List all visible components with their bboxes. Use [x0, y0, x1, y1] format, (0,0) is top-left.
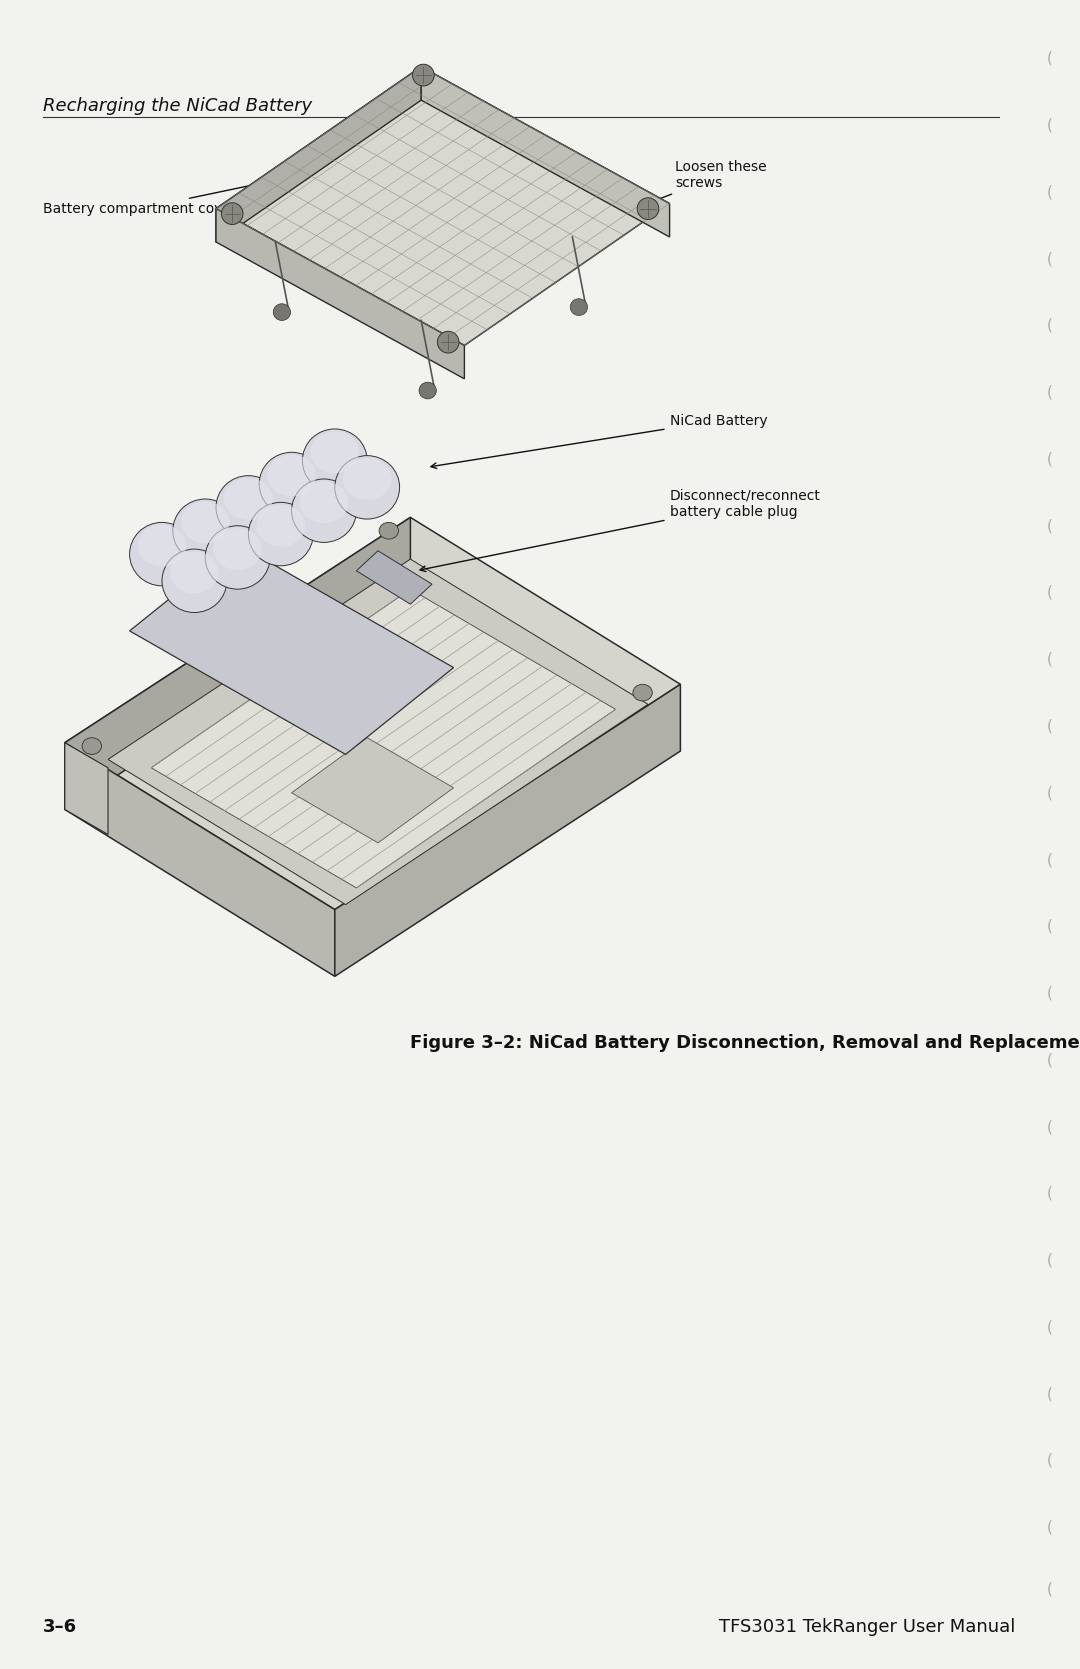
Polygon shape [292, 738, 454, 843]
Text: (: ( [1047, 185, 1053, 199]
Text: (: ( [1047, 319, 1053, 332]
Polygon shape [65, 743, 335, 976]
Ellipse shape [205, 526, 270, 589]
Ellipse shape [637, 197, 659, 220]
Text: (: ( [1047, 52, 1053, 65]
Ellipse shape [216, 476, 281, 539]
Ellipse shape [413, 63, 434, 87]
Text: (: ( [1047, 1120, 1053, 1133]
Text: Loosen these
screws: Loosen these screws [647, 160, 767, 204]
Polygon shape [421, 67, 670, 237]
Ellipse shape [300, 482, 348, 524]
Ellipse shape [213, 529, 261, 571]
Ellipse shape [248, 502, 313, 566]
Text: (: ( [1047, 1053, 1053, 1066]
Ellipse shape [268, 456, 316, 497]
Text: (: ( [1047, 1582, 1053, 1596]
Ellipse shape [130, 522, 194, 586]
Ellipse shape [173, 499, 238, 562]
Ellipse shape [570, 299, 588, 315]
Polygon shape [130, 544, 454, 754]
Text: (: ( [1047, 1320, 1053, 1334]
Ellipse shape [257, 504, 306, 546]
Text: Disconnect/reconnect
battery cable plug: Disconnect/reconnect battery cable plug [420, 489, 821, 571]
Ellipse shape [225, 477, 272, 521]
Text: 3–6: 3–6 [43, 1617, 78, 1636]
Text: (: ( [1047, 986, 1053, 1000]
Text: (: ( [1047, 586, 1053, 599]
Text: TFS3031 TekRanger User Manual: TFS3031 TekRanger User Manual [719, 1617, 1015, 1636]
Polygon shape [335, 684, 680, 976]
Polygon shape [151, 589, 616, 888]
Text: NiCad Battery: NiCad Battery [431, 414, 767, 469]
Ellipse shape [82, 738, 102, 754]
Ellipse shape [311, 432, 359, 474]
Polygon shape [216, 67, 670, 345]
Text: (: ( [1047, 920, 1053, 933]
Ellipse shape [437, 330, 459, 354]
Text: (: ( [1047, 653, 1053, 666]
Ellipse shape [138, 524, 187, 566]
Ellipse shape [343, 459, 392, 501]
Text: (: ( [1047, 853, 1053, 866]
Ellipse shape [379, 522, 399, 539]
Polygon shape [216, 209, 464, 379]
Text: (: ( [1047, 118, 1053, 132]
Ellipse shape [335, 456, 400, 519]
Ellipse shape [633, 684, 652, 701]
Ellipse shape [162, 549, 227, 613]
Ellipse shape [171, 551, 218, 594]
Ellipse shape [259, 452, 324, 516]
Ellipse shape [221, 204, 243, 225]
Text: (: ( [1047, 452, 1053, 466]
Text: (: ( [1047, 1253, 1053, 1267]
Text: (: ( [1047, 252, 1053, 265]
Text: (: ( [1047, 1187, 1053, 1200]
Polygon shape [108, 559, 648, 905]
Ellipse shape [273, 304, 291, 320]
Polygon shape [216, 67, 421, 242]
Text: Recharging the NiCad Battery: Recharging the NiCad Battery [43, 97, 312, 115]
Text: (: ( [1047, 1454, 1053, 1467]
Polygon shape [65, 743, 108, 834]
Ellipse shape [419, 382, 436, 399]
Text: (: ( [1047, 1520, 1053, 1534]
Text: (: ( [1047, 719, 1053, 733]
Ellipse shape [302, 429, 367, 492]
Text: (: ( [1047, 519, 1053, 532]
Text: (: ( [1047, 786, 1053, 799]
Text: Figure 3–2: NiCad Battery Disconnection, Removal and Replacement: Figure 3–2: NiCad Battery Disconnection,… [410, 1035, 1080, 1051]
Polygon shape [65, 517, 680, 910]
Text: (: ( [1047, 386, 1053, 399]
Ellipse shape [180, 501, 229, 542]
Polygon shape [356, 551, 432, 604]
Polygon shape [65, 517, 410, 809]
Text: Battery compartment cover: Battery compartment cover [43, 180, 271, 215]
Ellipse shape [292, 479, 356, 542]
Text: (: ( [1047, 1387, 1053, 1400]
